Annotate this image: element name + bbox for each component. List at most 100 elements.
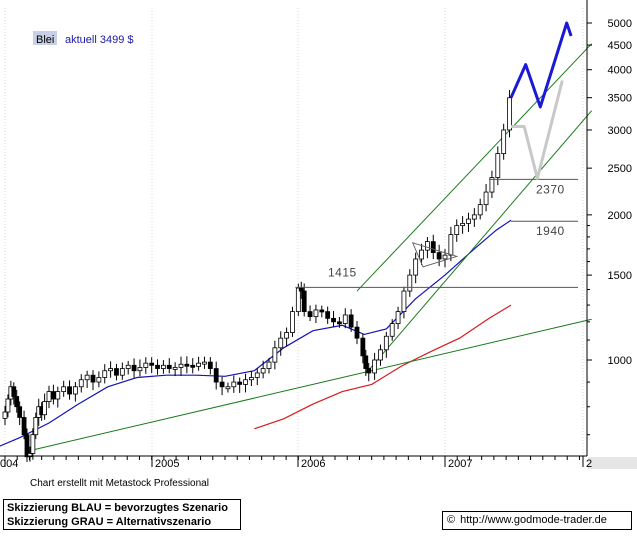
candle-body (243, 379, 248, 385)
candle-body (454, 225, 460, 236)
candle-body (313, 309, 319, 318)
candle-body (17, 406, 23, 418)
candle-body (149, 362, 155, 366)
candle-body (178, 363, 184, 368)
level-label: 1940 (536, 224, 565, 238)
candle-body (90, 374, 96, 383)
candle-body (61, 386, 67, 392)
candle-layer (2, 90, 512, 462)
y-tick-label: 3500 (608, 93, 632, 105)
candle-body (231, 381, 237, 388)
copyright-icon: © (447, 514, 456, 526)
candle-body (413, 258, 419, 276)
candle-body (213, 368, 219, 383)
candle-body (466, 218, 471, 224)
candle-body (46, 391, 52, 402)
candle-body (166, 364, 172, 369)
chart-credit: Chart erstellt mit Metastock Professiona… (30, 478, 209, 489)
candle-body (495, 153, 501, 178)
level-label: 2370 (536, 182, 565, 196)
candle-body (430, 241, 436, 254)
candle-body (278, 337, 284, 349)
x-tick-label: 2005 (155, 458, 179, 470)
candle-body (202, 361, 207, 365)
scenario-legend: Skizzierung BLAU = bevorzugtes Szenario … (3, 499, 241, 530)
axis-corner (588, 457, 637, 469)
candle-body (196, 362, 202, 367)
candle-body (5, 398, 11, 413)
title-badge (33, 31, 57, 45)
candle-body (33, 417, 39, 436)
candle-body (290, 311, 295, 333)
candle-body (114, 368, 119, 376)
candle-body (30, 434, 36, 454)
candle-body (436, 252, 442, 260)
candle-body (389, 323, 395, 337)
candle-body (190, 364, 196, 368)
candle-body (225, 386, 231, 390)
candle-body (366, 368, 372, 374)
blue-moving-average (0, 219, 512, 447)
candle-body (372, 359, 378, 374)
y-tick-label: 2000 (608, 210, 632, 222)
candle-body (501, 129, 507, 154)
candle-body (219, 381, 225, 388)
candle-body (319, 309, 325, 313)
candle-body (295, 287, 301, 313)
x-tick-label: 004 (0, 458, 18, 470)
candle-body (301, 290, 307, 313)
candle-body (137, 367, 143, 372)
y-tick-label: 1500 (608, 270, 632, 282)
level-label: 1415 (328, 265, 357, 279)
candle-body (266, 361, 272, 369)
candle-body (395, 311, 401, 324)
y-tick-label: 2500 (608, 163, 632, 175)
candle-body (102, 370, 108, 378)
candle-body (419, 249, 424, 260)
candle-body (363, 355, 369, 369)
x-tick-label: 2 (586, 458, 592, 470)
source-url[interactable]: http://www.godmode-trader.de (460, 514, 607, 526)
blue-scenario-path (509, 21, 573, 109)
candle-body (14, 396, 20, 408)
candle-body (360, 337, 366, 357)
y-tick-label: 1000 (608, 355, 632, 367)
candle-body (11, 386, 17, 397)
candle-body (260, 368, 266, 374)
source-url-box[interactable]: © http://www.godmode-trader.de (442, 511, 632, 530)
candle-body (84, 374, 90, 381)
candle-body (160, 364, 166, 369)
candle-body (331, 317, 336, 323)
candle-body (73, 386, 78, 395)
legend-grey-scenario: Skizzierung GRAU = Alternativszenario (7, 516, 212, 528)
candle-body (24, 434, 30, 458)
candle-body (307, 311, 313, 318)
candle-body (407, 274, 413, 292)
candle-body (143, 362, 149, 368)
candle-body (237, 381, 243, 385)
trendline-green-upper (356, 43, 593, 292)
x-tick-label: 2006 (301, 458, 325, 470)
candle-body (477, 204, 483, 216)
candle-body (401, 290, 407, 313)
grey-scenario-path (511, 80, 564, 180)
candle-body (67, 386, 72, 395)
candle-body (184, 363, 190, 367)
red-moving-average (254, 304, 512, 430)
chart-title: Blei (36, 34, 54, 46)
support-level-layer: 1415 1940 2370 (295, 178, 578, 288)
candle-body (336, 321, 342, 325)
candle-body (248, 377, 254, 381)
candle-body (96, 377, 102, 383)
candle-body (51, 391, 56, 400)
candle-body (378, 349, 383, 361)
legend-blue-scenario: Skizzierung BLAU = bevorzugtes Szenario (7, 502, 228, 514)
axis-layer: 1000 1500 2000 2500 3000 3500 4000 4500 5000 004 2… (0, 0, 637, 470)
candle-body (507, 97, 512, 131)
candle-body (448, 234, 454, 256)
y-tick-label: 5000 (608, 18, 632, 30)
candle-body (55, 391, 61, 400)
candle-body (78, 379, 84, 388)
x-tick-label: 2007 (448, 458, 472, 470)
